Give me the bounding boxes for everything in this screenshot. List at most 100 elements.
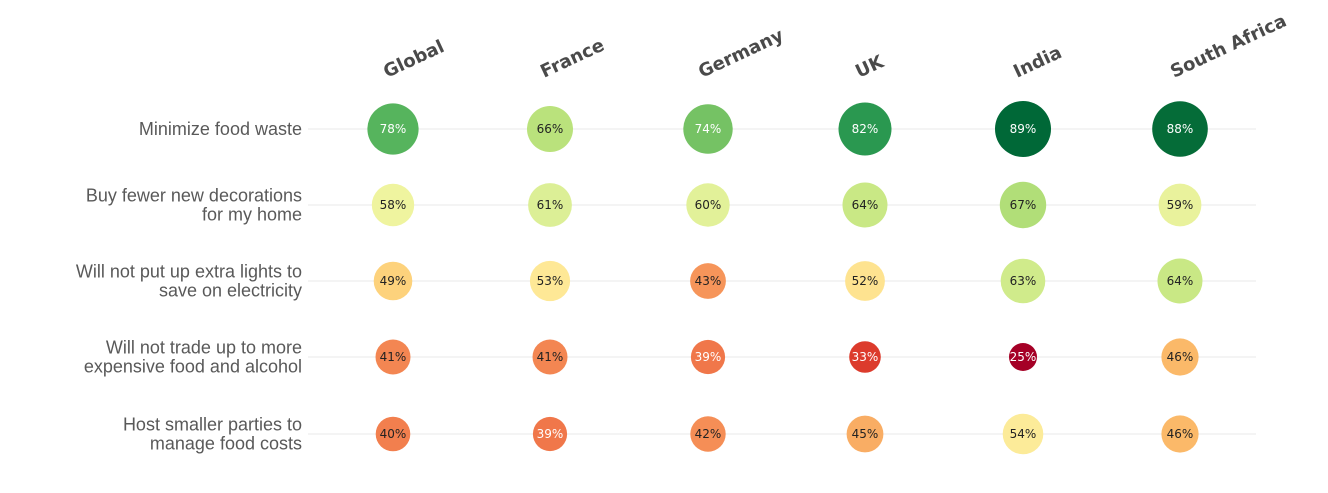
bubble-value-label: 78% bbox=[380, 122, 407, 136]
bubble-circle bbox=[528, 183, 572, 227]
row-label: Will not put up extra lights to save on e… bbox=[76, 262, 302, 301]
bubble-circle bbox=[367, 103, 419, 155]
bubble-circle bbox=[838, 102, 892, 156]
column-label: UK bbox=[852, 51, 888, 83]
bubble-value-label: 66% bbox=[537, 122, 564, 136]
bubble-circle bbox=[1158, 183, 1202, 227]
bubble-circle bbox=[690, 339, 726, 375]
bubble: 33% bbox=[849, 341, 881, 373]
bubble-circle bbox=[532, 416, 568, 452]
bubble: 39% bbox=[690, 339, 726, 375]
bubble: 88% bbox=[1152, 101, 1208, 157]
bubble: 46% bbox=[1161, 415, 1199, 453]
bubble-circle bbox=[371, 183, 415, 227]
bubble-value-label: 53% bbox=[537, 274, 564, 288]
bubble-circle bbox=[690, 416, 726, 452]
bubble: 61% bbox=[528, 183, 572, 227]
column-label: France bbox=[537, 35, 607, 83]
bubble-value-label: 39% bbox=[695, 350, 722, 364]
bubble-circle bbox=[842, 182, 888, 228]
bubble-value-label: 54% bbox=[1010, 427, 1037, 441]
bubble-value-label: 41% bbox=[380, 350, 407, 364]
bubble-circle bbox=[532, 339, 568, 375]
bubble-value-label: 64% bbox=[852, 198, 879, 212]
bubble-value-label: 89% bbox=[1010, 122, 1037, 136]
bubble-circle bbox=[527, 106, 573, 152]
bubble: 53% bbox=[529, 260, 571, 302]
row-label: Host smaller parties to manage food costs bbox=[123, 415, 302, 454]
bubble-value-label: 43% bbox=[695, 274, 722, 288]
bubble: 41% bbox=[375, 339, 411, 375]
bubble-value-label: 42% bbox=[695, 427, 722, 441]
bubble-circle bbox=[995, 101, 1051, 157]
bubble: 58% bbox=[371, 183, 415, 227]
bubble-value-label: 82% bbox=[852, 122, 879, 136]
bubble-value-label: 46% bbox=[1167, 427, 1194, 441]
row-label: Will not trade up to more expensive food … bbox=[84, 338, 302, 377]
bubble-value-label: 63% bbox=[1010, 274, 1037, 288]
bubble: 45% bbox=[846, 415, 884, 453]
bubble-circle bbox=[1000, 258, 1046, 304]
row-gridlines bbox=[308, 128, 1256, 435]
bubble-circle bbox=[846, 415, 884, 453]
bubble-value-label: 74% bbox=[695, 122, 722, 136]
bubble-circle bbox=[1152, 101, 1208, 157]
bubble-circle bbox=[1161, 415, 1199, 453]
row-label-line: Will not put up extra lights to bbox=[76, 262, 302, 282]
bubble-value-label: 52% bbox=[852, 274, 879, 288]
bubble-value-label: 25% bbox=[1010, 350, 1037, 364]
bubble: 78% bbox=[367, 103, 419, 155]
bubble-value-label: 58% bbox=[380, 198, 407, 212]
row-label-line: Buy fewer new decorations bbox=[86, 186, 302, 206]
bubble-value-label: 88% bbox=[1167, 122, 1194, 136]
bubble: 67% bbox=[999, 181, 1047, 229]
row-labels: Minimize food waste Buy fewer new decorat… bbox=[76, 119, 302, 454]
row-label-line: Will not trade up to more bbox=[106, 338, 302, 358]
bubble: 54% bbox=[1002, 413, 1044, 455]
column-labels: Global France Germany UK India South Africa bbox=[380, 10, 1290, 82]
column-label: India bbox=[1010, 42, 1065, 82]
bubble-circle bbox=[1157, 258, 1203, 304]
bubble: 82% bbox=[838, 102, 892, 156]
bubble-circle bbox=[529, 260, 571, 302]
bubble-value-label: 64% bbox=[1167, 274, 1194, 288]
bubble: 42% bbox=[690, 416, 726, 452]
bubble: 74% bbox=[683, 104, 733, 154]
bubble-value-label: 45% bbox=[852, 427, 879, 441]
column-label: Global bbox=[380, 36, 447, 82]
bubble-circle bbox=[375, 339, 411, 375]
column-label: Germany bbox=[695, 25, 787, 83]
column-label: South Africa bbox=[1167, 10, 1290, 82]
bubble-value-label: 67% bbox=[1010, 198, 1037, 212]
bubble: 64% bbox=[842, 182, 888, 228]
bubble: 40% bbox=[375, 416, 411, 452]
bubble: 64% bbox=[1157, 258, 1203, 304]
row-label-line: Minimize food waste bbox=[139, 119, 302, 139]
bubble-circle bbox=[1002, 413, 1044, 455]
row-label-line: Host smaller parties to bbox=[123, 415, 302, 435]
bubble-circle bbox=[999, 181, 1047, 229]
bubble-circle bbox=[1009, 343, 1037, 371]
bubble: 41% bbox=[532, 339, 568, 375]
bubble-value-label: 39% bbox=[537, 427, 564, 441]
bubble: 25% bbox=[1009, 343, 1037, 371]
bubble: 39% bbox=[532, 416, 568, 452]
row-label-line: expensive food and alcohol bbox=[84, 357, 302, 377]
row-label-line: for my home bbox=[202, 205, 302, 225]
row-label-line: save on electricity bbox=[159, 281, 302, 301]
bubble: 49% bbox=[373, 261, 413, 301]
bubble-circle bbox=[849, 341, 881, 373]
bubble-circle bbox=[1161, 338, 1199, 376]
bubble: 46% bbox=[1161, 338, 1199, 376]
bubble-circle bbox=[375, 416, 411, 452]
bubbles: 78% 66% 74% 82% 89% 88% 58% 61% 60% 64% 67% 59% 49% 5… bbox=[367, 101, 1208, 455]
bubble-circle bbox=[683, 104, 733, 154]
row-label: Minimize food waste bbox=[139, 119, 302, 139]
bubble-value-label: 40% bbox=[380, 427, 407, 441]
bubble-value-label: 59% bbox=[1167, 198, 1194, 212]
bubble-value-label: 61% bbox=[537, 198, 564, 212]
bubble: 89% bbox=[995, 101, 1051, 157]
bubble: 60% bbox=[686, 183, 730, 227]
bubble-circle bbox=[845, 261, 885, 301]
